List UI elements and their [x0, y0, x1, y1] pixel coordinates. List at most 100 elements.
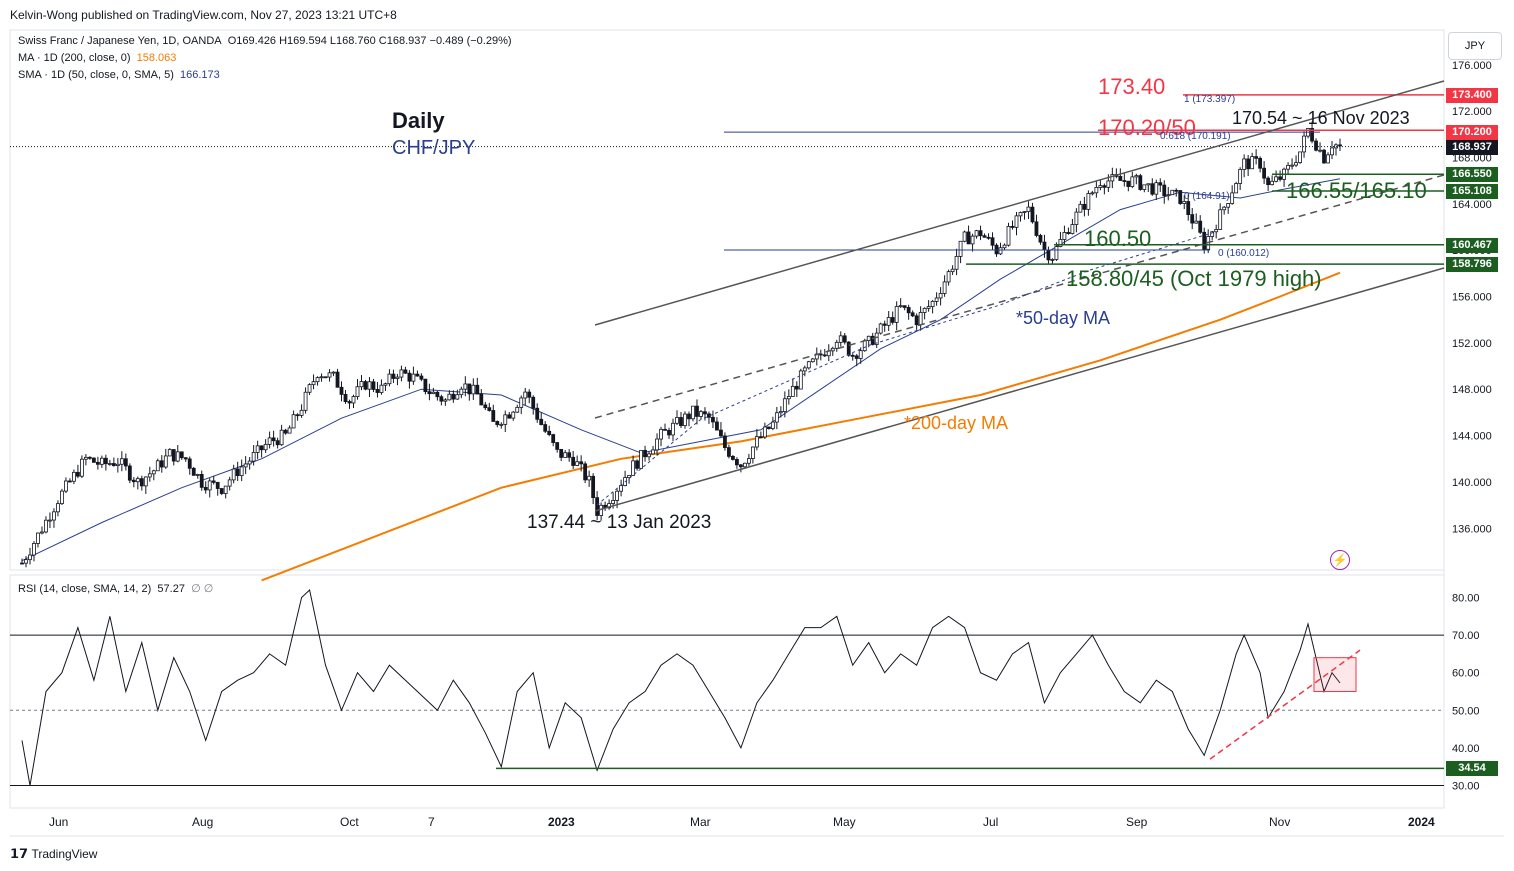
candle-body: [459, 388, 464, 396]
candle-body: [36, 532, 40, 544]
candle: [1186, 194, 1191, 221]
lightning-icon[interactable]: ⚡: [1330, 550, 1350, 570]
candle-body: [782, 398, 787, 412]
candle: [303, 387, 308, 414]
candle-body: [319, 376, 324, 379]
candle: [802, 365, 807, 377]
candle: [946, 269, 951, 286]
candle-body: [1154, 182, 1159, 195]
candle-body: [323, 376, 328, 379]
candle-body: [770, 421, 775, 429]
candle: [127, 463, 132, 484]
time-tick-label: May: [833, 815, 856, 829]
candle-body: [1230, 192, 1235, 204]
candle: [203, 481, 208, 494]
candle-body: [231, 468, 236, 481]
candle-body: [227, 479, 232, 487]
candle: [818, 349, 823, 361]
candle-body: [64, 480, 68, 492]
candle-body: [123, 458, 128, 467]
candle: [1002, 243, 1007, 250]
candle: [383, 382, 388, 391]
candle-body: [591, 475, 596, 499]
candle-body: [247, 460, 252, 465]
candle: [1154, 179, 1159, 201]
tradingview-brand: 𝟭𝟳 TradingView: [10, 846, 97, 862]
currency-button[interactable]: JPY: [1448, 32, 1502, 60]
price-tag: 165.108: [1446, 183, 1498, 199]
candle-body: [307, 384, 312, 393]
candle: [635, 459, 639, 471]
candle-body: [1106, 180, 1111, 188]
candle-body: [750, 446, 755, 459]
candle: [251, 445, 256, 466]
candle: [151, 469, 156, 481]
candle-body: [1214, 229, 1219, 233]
candle: [547, 425, 552, 437]
candle: [1102, 183, 1107, 195]
candle-body: [1270, 180, 1275, 186]
candle: [982, 233, 987, 238]
candle: [1234, 181, 1239, 194]
candle: [115, 458, 120, 473]
candle-body: [211, 480, 216, 483]
candle: [623, 470, 627, 487]
candle-body: [475, 384, 480, 395]
candle: [215, 481, 220, 496]
candle: [371, 378, 376, 393]
candle: [1278, 170, 1282, 182]
candle-body: [1218, 209, 1223, 230]
candle: [679, 412, 683, 429]
candle: [746, 453, 751, 466]
candle: [914, 313, 919, 330]
candle-body: [834, 341, 839, 349]
candle-body: [387, 373, 392, 385]
price-tick-label: 140.000: [1452, 477, 1492, 489]
candle-body: [499, 423, 504, 426]
candle: [619, 479, 623, 497]
candle-body: [567, 452, 572, 458]
candle: [275, 437, 280, 449]
candle-body: [159, 460, 164, 468]
candle-body: [822, 354, 827, 357]
candle-body: [291, 414, 296, 429]
candle-body: [203, 486, 208, 491]
candle-body: [351, 396, 356, 404]
candle-body: [271, 437, 276, 442]
candle-body: [1290, 164, 1294, 167]
candle-body: [1126, 180, 1131, 187]
candle: [587, 470, 592, 487]
candle: [667, 427, 671, 440]
fib-label-1: 1 (173.397): [1184, 94, 1236, 105]
candle-body: [28, 554, 32, 561]
candle: [1038, 233, 1043, 245]
candle-body: [878, 323, 883, 334]
candle: [583, 461, 588, 484]
candle-body: [1118, 175, 1123, 181]
candle-body: [515, 406, 520, 413]
candle-body: [72, 471, 76, 482]
candle-body: [68, 480, 72, 483]
candle: [1242, 154, 1247, 178]
candle: [68, 478, 72, 483]
price-tag: 168.937: [1446, 139, 1498, 155]
candle: [111, 457, 116, 467]
candle: [1330, 140, 1334, 160]
candle-body: [786, 396, 791, 400]
candle-body: [355, 386, 360, 397]
candle: [838, 331, 843, 347]
price-tick-label: 148.000: [1452, 384, 1492, 396]
candle-body: [287, 427, 292, 434]
candle-body: [1110, 174, 1115, 182]
legend-ohlc: O169.426 H169.594 L168.760 C168.937 −0.4…: [227, 35, 512, 47]
candle-body: [1190, 214, 1195, 224]
candle: [295, 413, 300, 421]
candle: [627, 475, 631, 484]
candle-body: [1194, 220, 1199, 224]
candle: [942, 275, 947, 297]
candle: [762, 422, 767, 440]
legend-ma200: MA · 1D (200, close, 0) 158.063: [18, 52, 176, 64]
candle-body: [866, 335, 871, 341]
candle: [48, 512, 52, 529]
